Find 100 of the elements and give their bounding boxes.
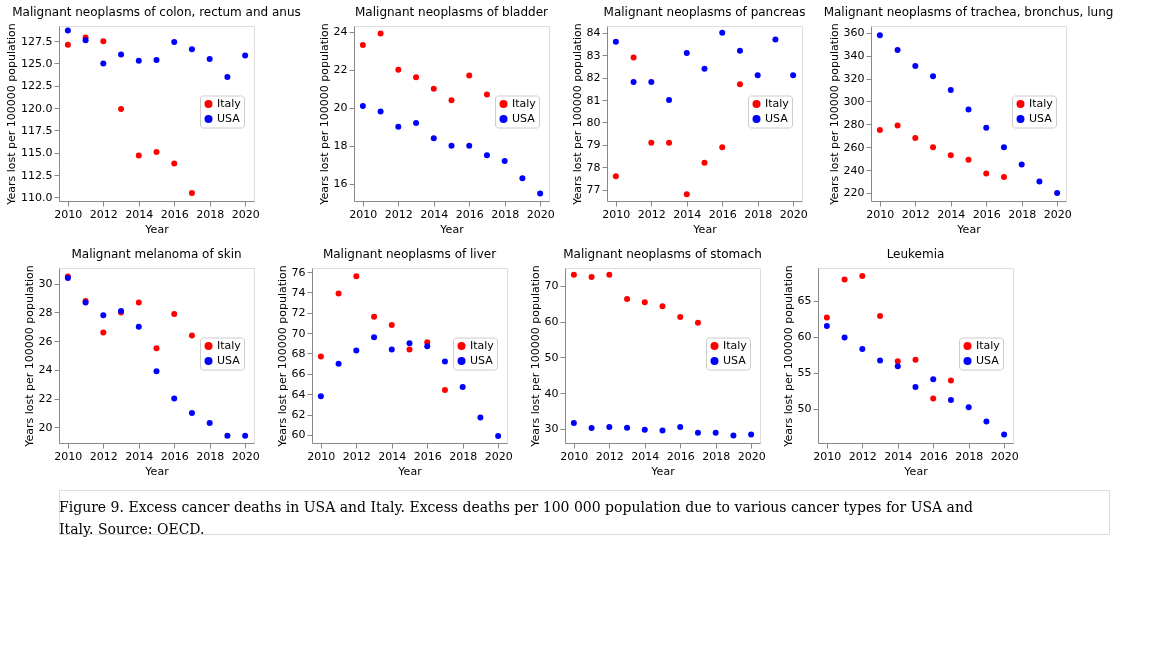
x-tick-label: 2020 <box>990 449 1019 463</box>
y-axis-title: Years lost per 100000 population <box>570 23 584 206</box>
x-tick-label: 2018 <box>1008 207 1037 221</box>
y-tick-label: 300 <box>843 94 865 108</box>
x-tick-label: 2012 <box>384 207 413 221</box>
legend-label: USA <box>1029 112 1053 125</box>
x-tick-label: 2016 <box>160 449 189 463</box>
x-tick-label: 2018 <box>491 207 520 221</box>
y-tick-label: 66 <box>291 367 306 381</box>
x-tick-label: 2016 <box>413 449 442 463</box>
x-tick-label: 2012 <box>89 449 118 463</box>
x-axis-title: Year <box>650 464 676 478</box>
y-tick-label: 16 <box>333 177 348 191</box>
chart-title: Malignant neoplasms of colon, rectum and anus <box>12 4 301 19</box>
x-tick-label: 2014 <box>420 207 449 221</box>
y-axis-title: Years lost per 100000 population <box>22 265 36 448</box>
y-tick-label: 26 <box>38 334 53 348</box>
x-tick-label: 2010 <box>602 207 631 221</box>
y-axis-title: Years lost per 100000 population <box>275 265 289 448</box>
y-tick-label: 78 <box>586 160 601 174</box>
y-tick-label: 120.0 <box>21 101 53 115</box>
x-axis-title: Year <box>956 222 982 236</box>
y-tick-label: 70 <box>544 279 559 293</box>
x-tick-label: 2016 <box>972 207 1001 221</box>
x-tick-label: 2012 <box>342 449 371 463</box>
chart-title: Malignant neoplasms of pancreas <box>603 4 806 19</box>
legend-label: USA <box>976 354 1000 367</box>
x-axis-title: Year <box>903 464 929 478</box>
x-tick-label: 2014 <box>937 207 966 221</box>
x-tick-label: 2016 <box>708 207 737 221</box>
x-tick-label: 2018 <box>196 207 225 221</box>
x-tick-label: 2010 <box>54 449 83 463</box>
x-tick-label: 2018 <box>702 449 731 463</box>
x-tick-label: 2010 <box>349 207 378 221</box>
y-tick-label: 79 <box>586 138 601 152</box>
y-tick-label: 20 <box>333 101 348 115</box>
x-tick-label: 2020 <box>1043 207 1072 221</box>
x-axis-title: Year <box>144 464 170 478</box>
x-axis-title: Year <box>439 222 465 236</box>
x-tick-label: 2012 <box>89 207 118 221</box>
legend-label: Italy <box>765 97 790 110</box>
y-tick-label: 117.5 <box>21 123 53 137</box>
y-tick-label: 84 <box>586 26 601 40</box>
x-tick-label: 2014 <box>631 449 660 463</box>
y-tick-label: 24 <box>38 363 53 377</box>
chart-title: Malignant neoplasms of trachea, bronchus, lung <box>823 4 1114 19</box>
y-axis-title: Years lost per 100000 population <box>528 265 542 448</box>
y-tick-label: 76 <box>291 265 306 279</box>
y-tick-label: 82 <box>586 71 601 85</box>
x-tick-label: 2018 <box>196 449 225 463</box>
x-tick-label: 2012 <box>901 207 930 221</box>
legend-label: Italy <box>217 97 242 110</box>
x-tick-label: 2012 <box>637 207 666 221</box>
y-axis-title: Years lost per 100000 population <box>5 23 19 206</box>
y-tick-label: 68 <box>291 346 306 360</box>
x-tick-label: 2016 <box>666 449 695 463</box>
x-tick-label: 2016 <box>455 207 484 221</box>
y-tick-label: 30 <box>38 277 53 291</box>
x-tick-label: 2012 <box>595 449 624 463</box>
y-tick-label: 125.0 <box>21 57 53 70</box>
x-tick-label: 2020 <box>231 449 260 463</box>
y-tick-label: 110.0 <box>21 190 53 204</box>
chart-title: Malignant neoplasms of stomach <box>563 246 762 261</box>
y-tick-label: 28 <box>38 305 53 319</box>
legend-label: Italy <box>470 339 495 352</box>
legend-label: USA <box>765 112 789 125</box>
x-tick-label: 2020 <box>779 207 808 221</box>
y-tick-label: 83 <box>586 48 601 62</box>
x-tick-label: 2016 <box>160 207 189 221</box>
caption: Figure 9. Excess cancer deaths in USA and Italy. Excess deaths per 100 000 population due to various cancer types for USA and Italy. Source: OECD. <box>59 499 973 537</box>
legend-label: USA <box>470 354 494 367</box>
x-tick-label: 2014 <box>884 449 913 463</box>
chart-title: Malignant melanoma of skin <box>71 246 242 261</box>
y-tick-label: 280 <box>843 117 865 131</box>
legend-label: Italy <box>723 339 748 352</box>
x-axis-title: Year <box>144 222 170 236</box>
y-tick-label: 74 <box>291 285 306 299</box>
x-tick-label: 2020 <box>231 207 260 221</box>
x-tick-label: 2016 <box>919 449 948 463</box>
x-tick-label: 2012 <box>848 449 877 463</box>
chart-title: Leukemia <box>886 246 945 261</box>
y-tick-label: 360 <box>843 26 865 40</box>
y-tick-label: 30 <box>544 422 559 436</box>
y-tick-label: 50 <box>797 402 812 416</box>
x-tick-label: 2018 <box>955 449 984 463</box>
y-tick-label: 60 <box>797 330 812 344</box>
x-tick-label: 2010 <box>307 449 336 463</box>
x-tick-label: 2010 <box>866 207 895 221</box>
y-tick-label: 72 <box>291 306 306 320</box>
legend-label: Italy <box>217 339 242 352</box>
y-tick-label: 122.5 <box>21 79 53 93</box>
y-axis-title: Years lost per 100000 population <box>827 23 841 206</box>
x-tick-label: 2014 <box>673 207 702 221</box>
y-tick-label: 220 <box>843 186 865 200</box>
y-tick-label: 18 <box>333 139 348 153</box>
y-tick-label: 65 <box>797 294 812 308</box>
y-tick-label: 80 <box>586 115 601 129</box>
y-tick-label: 240 <box>843 163 865 177</box>
legend-label: Italy <box>1029 97 1054 110</box>
y-tick-label: 127.5 <box>21 34 53 48</box>
